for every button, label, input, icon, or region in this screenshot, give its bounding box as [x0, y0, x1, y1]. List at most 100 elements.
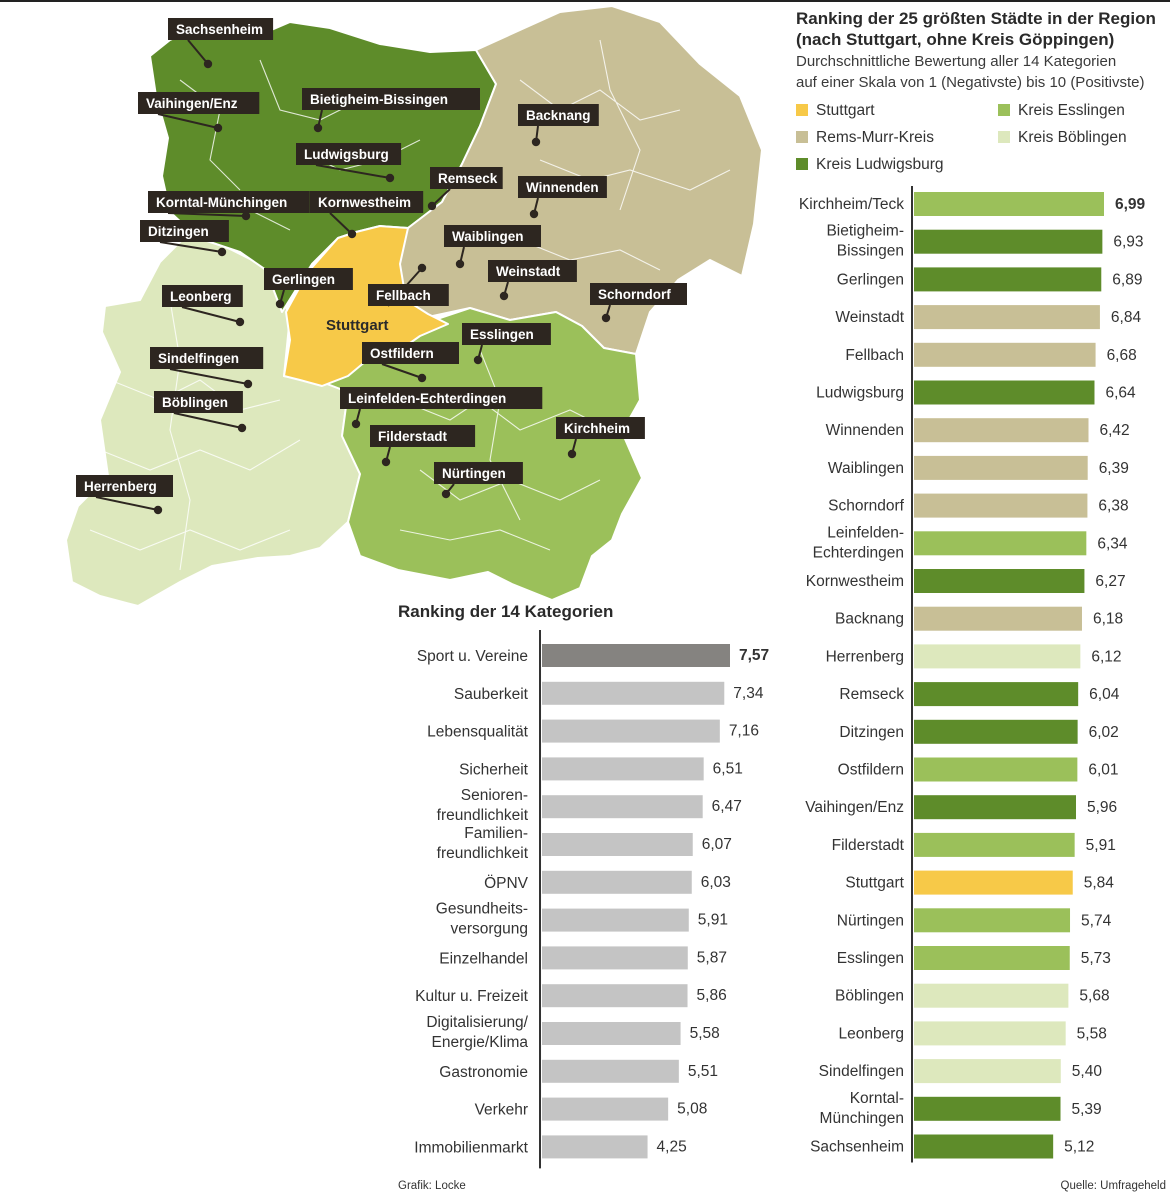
city-label: Ditzingen — [839, 724, 904, 741]
top-rule — [0, 0, 1170, 2]
map-city-dot — [153, 505, 163, 515]
legend-item-esslingen: Kreis Esslingen — [998, 102, 1125, 120]
city-label: Ostfildern — [838, 762, 904, 779]
map-city-dot — [237, 423, 247, 433]
map-label-sachsenheim: Sachsenheim — [176, 22, 263, 37]
map-city-dot — [473, 355, 483, 365]
city-label-line: Ostfildern — [838, 762, 904, 779]
chart-title-line-1: Ranking der 25 größten Städte in der Reg… — [796, 9, 1156, 28]
category-ranking-chart: Ranking der 14 Kategorien Sport u. Verein… — [398, 602, 769, 1169]
city-label: Remseck — [839, 686, 904, 703]
category-bar — [542, 946, 688, 970]
map-city-dot — [499, 291, 509, 301]
city-value-label: 6,18 — [1093, 611, 1123, 628]
map-city-dot — [241, 211, 251, 221]
map-leader-line — [95, 496, 159, 511]
category-value-label: 4,25 — [657, 1138, 687, 1155]
category-label-line: Einzelhandel — [439, 950, 528, 967]
city-label: Nürtingen — [837, 912, 904, 929]
city-label-line: Ludwigsburg — [816, 385, 904, 402]
map-label-b-blingen: Böblingen — [162, 395, 228, 410]
category-label: Sauberkeit — [454, 686, 529, 703]
map-label-backnang: Backnang — [526, 108, 591, 123]
category-value-label: 6,47 — [712, 798, 742, 815]
city-value-label: 5,84 — [1084, 875, 1115, 892]
city-bar — [914, 1134, 1054, 1159]
city-bar — [914, 606, 1082, 631]
category-value-label: 5,91 — [698, 912, 728, 929]
city-bar — [914, 832, 1075, 857]
category-bar — [542, 870, 692, 894]
city-label-line: Fellbach — [845, 347, 904, 364]
category-label-line: freundlichkeit — [437, 807, 529, 824]
city-label: Ludwigsburg — [816, 385, 904, 402]
city-bar — [914, 1021, 1066, 1046]
city-label: Weinstadt — [835, 309, 904, 326]
legend-label: Kreis Böblingen — [1018, 129, 1127, 146]
chart-subtitle-line-1: Durchschnittliche Bewertung aller 14 Kat… — [796, 53, 1117, 70]
city-label-line: Bietigheim- — [826, 223, 904, 240]
category-label-line: Energie/Klima — [432, 1034, 529, 1051]
category-value-label: 5,58 — [690, 1025, 720, 1042]
city-value-label: 5,96 — [1087, 799, 1117, 816]
city-ranking-chart: Kirchheim/Teck 6,99 Bietigheim- Bissingen 6,… — [799, 186, 1146, 1163]
category-label: Verkehr — [475, 1102, 528, 1119]
map-label-box — [168, 18, 274, 40]
category-bar — [542, 795, 703, 819]
map-label-box — [488, 260, 577, 282]
map-leader-line — [173, 412, 243, 429]
city-label-line: Korntal- — [850, 1090, 904, 1107]
category-label: Immobilienmarkt — [414, 1139, 528, 1156]
city-label-line: Herrenberg — [826, 648, 904, 665]
map-label-fellbach: Fellbach — [376, 288, 431, 303]
city-label-line: Backnang — [835, 611, 904, 628]
map-label-box — [590, 283, 687, 305]
legend-item-ludwigsburg: Kreis Ludwigsburg — [796, 156, 944, 174]
map-label-winnenden: Winnenden — [526, 180, 599, 195]
map-label-leonberg: Leonberg — [170, 289, 232, 304]
map-label-n-rtingen: Nürtingen — [442, 466, 506, 481]
category-bar — [542, 908, 689, 932]
category-label: Familien-freundlichkeit — [437, 825, 529, 862]
chart-title-line-2: (nach Stuttgart, ohne Kreis Göppingen) — [796, 30, 1115, 49]
city-label-line: Böblingen — [835, 988, 904, 1005]
legend-label: Kreis Esslingen — [1018, 102, 1125, 119]
city-label-line: Bissingen — [837, 243, 904, 260]
chart-subtitle-line-2: auf einer Skala von 1 (Negativste) bis 1… — [796, 74, 1145, 91]
category-bar — [542, 757, 704, 781]
map-city-dot — [381, 457, 391, 467]
category-label-line: Sicherheit — [459, 761, 529, 778]
city-label-line: Esslingen — [837, 950, 904, 967]
map-label-box — [140, 220, 229, 242]
city-bar — [914, 192, 1104, 216]
city-bar — [914, 682, 1079, 707]
legend-label: Rems-Murr-Kreis — [816, 129, 934, 146]
map-city-dot — [213, 123, 223, 133]
map-label-box — [264, 268, 353, 290]
category-label: Sicherheit — [459, 761, 529, 778]
map-label-box — [462, 323, 551, 345]
category-bar — [542, 719, 720, 743]
city-bar — [914, 795, 1077, 820]
city-label-line: Sachsenheim — [810, 1139, 904, 1156]
city-value-label: 6,68 — [1107, 347, 1137, 364]
city-bar — [914, 305, 1100, 330]
footer-credit: Grafik: Locke — [398, 1180, 466, 1192]
category-value-label: 7,34 — [733, 685, 764, 702]
city-label-line: Ditzingen — [839, 724, 904, 741]
city-label: Kornwestheim — [806, 573, 904, 590]
city-label-line: Schorndorf — [828, 498, 905, 515]
city-label: Filderstadt — [832, 837, 905, 854]
map-label-sindelfingen: Sindelfingen — [158, 351, 239, 366]
city-value-label: 6,93 — [1113, 234, 1143, 251]
map-label-box — [154, 391, 243, 413]
city-value-label: 6,27 — [1095, 573, 1125, 590]
city-value-label: 6,38 — [1098, 498, 1128, 515]
city-label: Sindelfingen — [819, 1063, 904, 1080]
map-label-esslingen: Esslingen — [470, 327, 534, 342]
municipality-boundaries — [179, 59, 421, 231]
city-label: Kirchheim/Teck — [799, 196, 904, 213]
category-value-label: 6,07 — [702, 836, 732, 853]
map-label-ditzingen: Ditzingen — [148, 224, 209, 239]
category-label-line: Sport u. Vereine — [417, 648, 528, 665]
